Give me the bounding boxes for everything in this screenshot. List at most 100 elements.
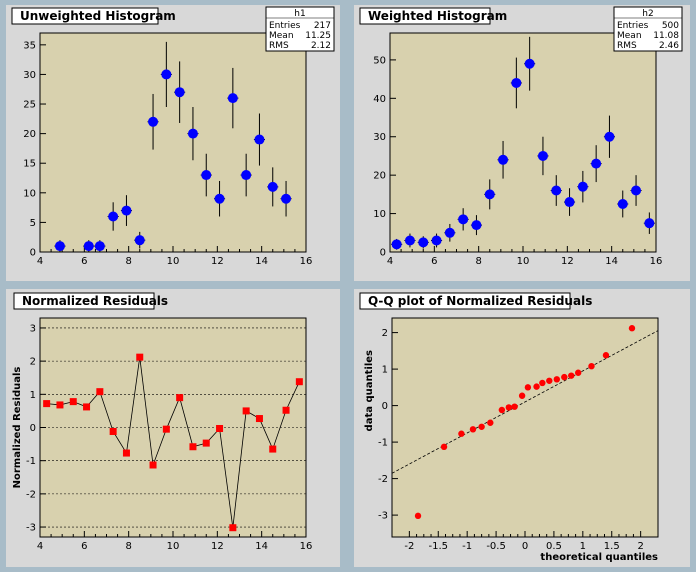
plot-area-weighted [389,32,657,253]
x-tick-label: 6 [81,256,87,267]
data-point [174,87,185,98]
y-tick-label: 10 [23,188,36,199]
data-point [484,189,495,200]
data-point [553,376,561,383]
stats-key: Entries [269,21,301,31]
stats-name: h1 [294,9,305,19]
x-tick-label: 4 [37,541,43,552]
data-point [83,241,94,252]
data-point [551,185,562,196]
data-point [588,362,595,370]
data-point [524,58,535,69]
data-point [469,426,477,433]
y-tick-label: 0 [380,248,386,259]
stats-key: RMS [617,41,637,51]
stats-key: Entries [617,21,649,31]
data-point [121,205,132,216]
x-tick-label: 10 [517,256,530,267]
x-tick-label: 4 [37,256,43,267]
data-point [161,69,172,80]
data-point [537,150,548,161]
stats-value: 2.46 [659,41,679,51]
y-tick-label: 35 [23,40,36,51]
data-point [505,404,513,411]
pad-weighted[interactable]: 4 6 8 10 12 14 16 0 10 20 30 40 50 Weighted Histogram… [354,5,690,281]
data-point [575,369,582,376]
x-tick-label: -1 [462,541,472,552]
chart-title: Weighted Histogram [368,9,507,23]
y-tick-label: 20 [23,129,36,140]
stats-key: RMS [269,41,289,51]
title-box [359,292,571,310]
chart-title: Normalized Residuals [22,294,168,308]
x-tick-label: 14 [255,256,268,267]
data-point [478,423,485,430]
data-point [444,227,455,238]
y-tick-label: 1 [382,365,388,376]
data-point [604,131,615,142]
data-point [431,235,442,246]
x-tick-label: 10 [167,256,180,267]
x-tick-label: 8 [475,256,481,267]
data-point [564,197,575,208]
y-tick-label: 3 [30,323,36,334]
title-box [359,7,491,25]
data-point [136,353,144,361]
x-tick-label: 4 [387,256,393,267]
data-point [602,352,610,359]
x-tick-label: 6 [431,256,437,267]
stats-value: 2.12 [311,41,331,51]
data-point [94,241,105,252]
data-point [404,235,415,246]
data-point [69,398,77,406]
title-box [11,7,159,25]
y-tick-label: 40 [373,94,386,105]
chart-title: Q-Q plot of Normalized Residuals [368,294,592,308]
data-point [524,384,532,391]
data-point [511,403,518,410]
data-point [162,425,170,433]
data-point [281,193,292,204]
pad-qqplot[interactable]: -2 -1.5 -1 -0.5 0 0.5 1 1.5 2 -3 -2 -1 0 1 2 Q-Q plot o… [354,289,690,567]
title-box [13,292,155,310]
y-tick-label: 50 [373,55,386,66]
data-point [498,154,509,165]
data-point [511,77,522,88]
data-point [295,378,303,386]
y-axis-title: data quantiles [364,350,375,431]
x-tick-label: 10 [167,541,180,552]
data-point [418,237,429,248]
x-tick-label: 16 [300,541,313,552]
data-point [109,427,117,435]
y-tick-label: 15 [23,159,36,170]
x-tick-label: 16 [650,256,663,267]
stats-key: Mean [269,31,294,41]
y-tick-label: 0 [30,248,36,259]
data-point [122,449,130,457]
data-point [108,211,119,222]
data-point [56,401,64,409]
data-point [391,239,402,250]
x-axis-title: theoretical quantiles [540,552,658,563]
data-point [229,524,237,532]
y-tick-label: -1 [378,438,388,449]
data-point [242,407,250,415]
stats-box: h1 Entries 217 Mean 11.25 RMS 2.12 [265,6,335,52]
data-point [96,388,104,396]
data-point [216,424,224,432]
y-tick-label: 20 [373,171,386,182]
stats-value: 500 [662,21,679,31]
x-tick-label: 14 [255,541,268,552]
data-point [255,415,263,423]
chart-qqplot: -2 -1.5 -1 -0.5 0 0.5 1 1.5 2 -3 -2 -1 0 1 2 Q-Q plot o… [359,292,659,563]
x-tick-label: 0 [522,541,528,552]
pad-unweighted[interactable]: 4 6 8 10 12 14 16 0 5 10 15 20 25 30 35 Unweighted Hist… [6,5,340,281]
y-tick-label: 30 [23,70,36,81]
data-point [498,406,506,414]
y-tick-label: 2 [382,328,388,339]
stats-box: h2 Entries 500 Mean 11.08 RMS 2.46 [613,6,683,52]
data-point [568,372,575,379]
stats-key: Mean [617,31,642,41]
